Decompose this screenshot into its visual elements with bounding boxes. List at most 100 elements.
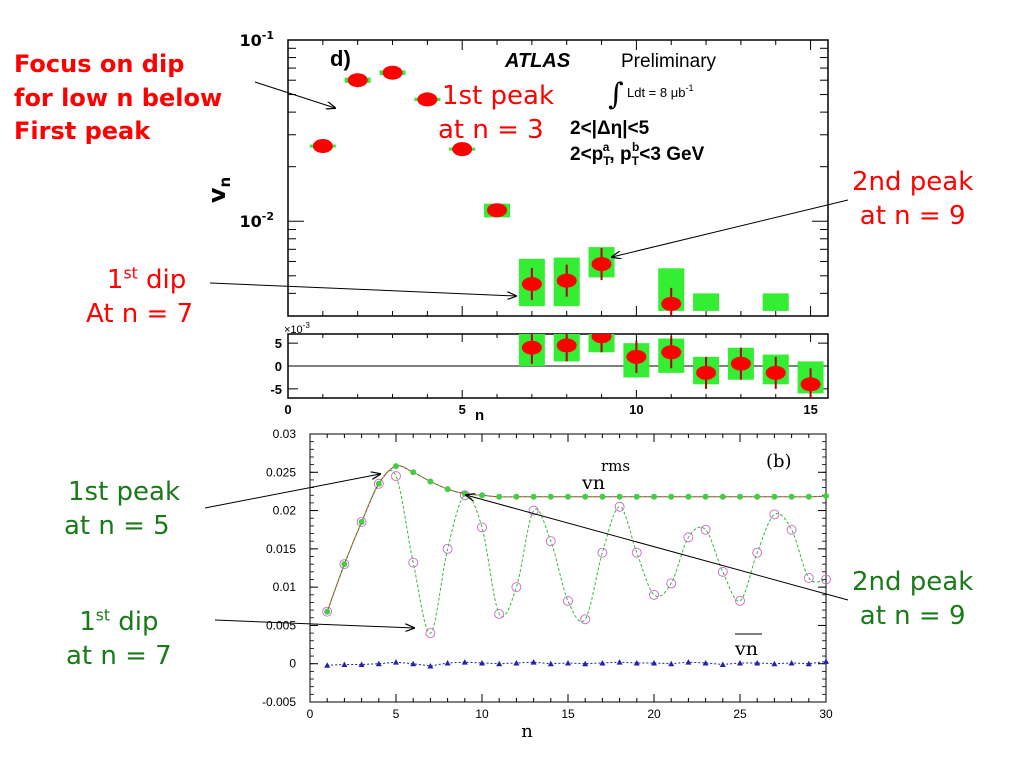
data-point [487,203,508,218]
arrow-top-1st-dip [209,282,516,296]
series-point-vbar [599,659,606,666]
series-point-vbar [582,660,589,667]
x-tick-label: 10 [475,707,489,721]
dip-word: dip [110,607,159,637]
annotation-line: 2nd peak [852,567,974,597]
y-tick-label: -5 [270,382,282,397]
annotation-line: 1st peak [442,81,555,111]
data-point [661,296,682,311]
x-tick-label: 5 [393,707,400,721]
data-point [591,334,612,344]
x-tick-label: 10 [629,402,643,417]
series-point-vn-rms [823,493,829,500]
series-point-vn [494,608,505,619]
dip-number: 1 [106,265,124,295]
x-tick-label: 15 [803,402,817,417]
data-point [800,377,821,392]
series-point-vn-rms [565,493,571,500]
x-tick-label: 5 [459,402,466,417]
y-tick-label: 10-2 [240,210,275,231]
series-point-vn [769,509,780,520]
data-point [591,257,612,272]
series-point-vn-rms [616,493,623,500]
series-point-vn-rms [668,493,675,500]
x-axis-label: n [475,407,484,424]
series-point-vn-rms [410,469,417,476]
arrow-focus [254,81,335,108]
series-point-vbar [771,660,778,667]
annotation-line: at n = 9 [859,600,966,631]
annotation-line: at n = 7 [66,640,172,671]
x-tick-label: 15 [561,707,575,721]
series-point-vn-rms [393,463,399,470]
series-point-vn [803,573,814,583]
series-point-vbar [719,661,726,667]
series-point-vbar [324,662,331,668]
series-point-vbar [737,659,743,666]
arrow-top-2nd-peak [612,199,849,257]
y-tick-label: 0.01 [273,580,297,594]
series-point-vn [666,578,677,589]
data-point [521,277,542,292]
cut-pt-label: 2<pTa, pTb<3 GeV [570,140,705,168]
series-point-vbar [444,659,451,666]
plot-area [518,334,824,398]
series-point-vn [786,524,797,535]
series-point-vn-rms [496,493,503,500]
series-point-vn [408,557,419,568]
series-point-vn-rms [633,493,640,500]
bot-2nd-peak-annotation: 2nd peak at n = 9 [852,566,973,634]
top-1st-dip-annotation: 1st dip At n = 7 [86,264,193,332]
x-tick-label: 30 [819,707,833,721]
series-point-vbar [410,660,417,667]
dip-number: 1 [79,607,96,637]
series-point-vbar [616,659,623,665]
series-point-vn-rms [324,608,331,615]
series-point-vn [545,536,556,547]
series-point-vbar [427,663,434,669]
series-point-vbar [685,659,692,665]
x-tick-label: 0 [307,707,314,721]
data-point [312,139,333,154]
y-tick-label: 0.02 [273,504,297,518]
series-point-vn [356,517,367,528]
x-tick-label: 20 [647,707,661,721]
data-point [730,356,751,371]
syst-box [762,293,789,311]
series-point-vn [580,614,591,625]
series-point-vn [511,582,522,593]
y-tick-label: 0 [275,359,282,374]
arrow-bot-1st-dip [214,619,414,628]
series-point-vbar [496,660,503,667]
bot-1st-peak-annotation: 1st peak at n = 5 [64,476,180,544]
series-point-vn-rms [651,493,657,500]
series-point-vbar [530,659,537,665]
series-point-vn-rms [685,493,692,500]
series-point-vn-rms [754,493,761,500]
series-point-vn [425,628,436,639]
series-point-vn [614,501,625,512]
annotation-arrows [204,81,849,628]
difference-chart: -505×10-30 5 10 15n [270,321,829,424]
series-point-vn-rms [547,493,554,500]
series-point-vbar [513,659,520,666]
series-point-vn-rms [479,492,485,499]
series-point-vn [528,505,539,516]
data-point [696,365,717,380]
annotation-line: 2nd peak [852,167,974,197]
focus-annotation: Focus on dip for low n below First peak [14,48,222,149]
annotation-line: 1st dip [86,264,193,298]
series-point-vn-rms [341,561,348,568]
series-point-vbar [461,659,468,665]
series-point-vn-rms [513,493,520,500]
series-point-vn [700,524,711,535]
series-point-vbar [702,659,709,666]
data-point [382,65,403,80]
annotation-line: at n = 3 [438,114,544,145]
cut-eta-label: 2<|Δη|<5 [570,118,650,139]
syst-box [693,293,720,311]
series-point-vbar [823,658,829,664]
